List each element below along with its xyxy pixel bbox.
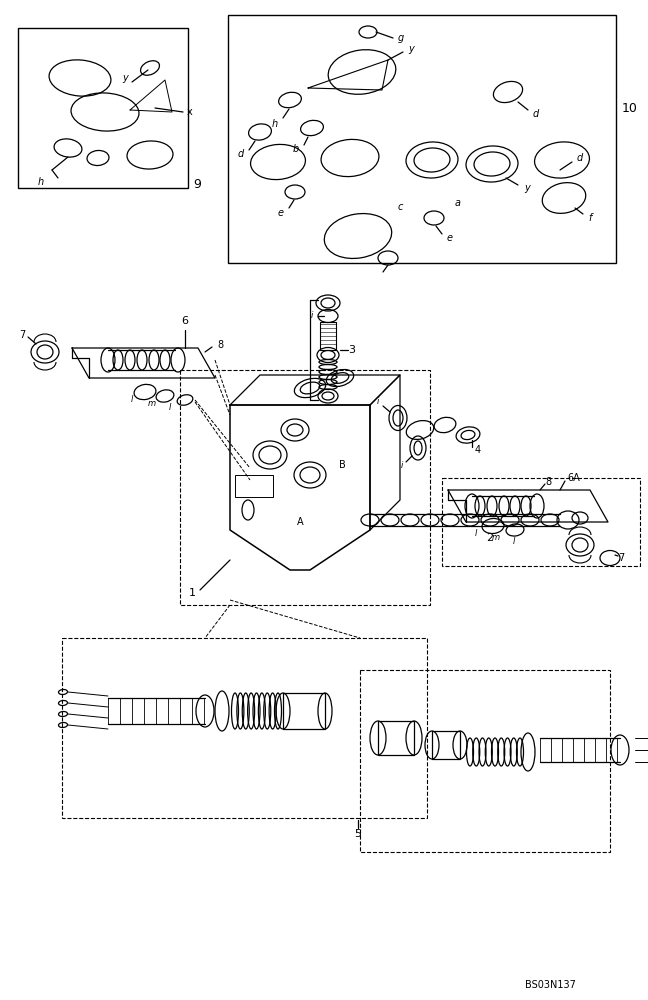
Text: 2: 2	[487, 533, 494, 543]
Bar	[18, 28, 188, 188]
Text: l: l	[131, 395, 133, 404]
Text: A: A	[297, 517, 303, 527]
Bar	[228, 15, 616, 263]
Text: BS03N137: BS03N137	[525, 980, 576, 990]
Text: B: B	[339, 460, 345, 470]
Text: 6A: 6A	[568, 473, 581, 483]
Text: i: i	[311, 312, 313, 320]
Bar	[62, 638, 427, 818]
Text: y: y	[524, 183, 530, 193]
Text: h: h	[272, 119, 278, 129]
Bar	[442, 478, 640, 566]
Text: 7: 7	[19, 330, 25, 340]
Text: a: a	[455, 198, 461, 208]
Text: d: d	[577, 153, 583, 163]
Text: y: y	[122, 73, 128, 83]
Text: m: m	[148, 399, 156, 408]
Bar	[378, 721, 414, 755]
Bar	[283, 693, 325, 729]
Text: 3: 3	[348, 345, 355, 355]
Text: 9: 9	[193, 178, 201, 192]
Text: i: i	[401, 460, 403, 470]
Text: l: l	[475, 530, 477, 538]
Text: 6: 6	[181, 316, 189, 326]
Text: y: y	[408, 44, 414, 54]
Text: d: d	[238, 149, 244, 159]
Text: 7: 7	[618, 553, 624, 563]
Bar	[235, 475, 273, 497]
Text: e: e	[447, 233, 453, 243]
Bar	[320, 322, 336, 350]
Text: c: c	[397, 202, 402, 212]
Text: 8: 8	[545, 477, 551, 487]
Text: 8: 8	[217, 340, 223, 350]
Text: f: f	[588, 213, 592, 223]
Text: 10: 10	[622, 102, 638, 114]
Bar	[432, 731, 460, 759]
Bar	[360, 670, 610, 852]
Text: b: b	[293, 144, 299, 154]
Text: d: d	[533, 109, 539, 119]
Text: l: l	[513, 536, 515, 546]
Text: 1: 1	[189, 588, 196, 598]
Text: l: l	[169, 402, 171, 412]
Text: x: x	[187, 107, 192, 117]
Text: i: i	[377, 397, 379, 406]
Text: 5: 5	[354, 829, 362, 839]
Bar	[180, 370, 430, 605]
Text: g: g	[398, 33, 404, 43]
Text: e: e	[278, 208, 284, 218]
Text: h: h	[38, 177, 44, 187]
Text: m: m	[492, 534, 500, 542]
Text: 4: 4	[475, 445, 481, 455]
